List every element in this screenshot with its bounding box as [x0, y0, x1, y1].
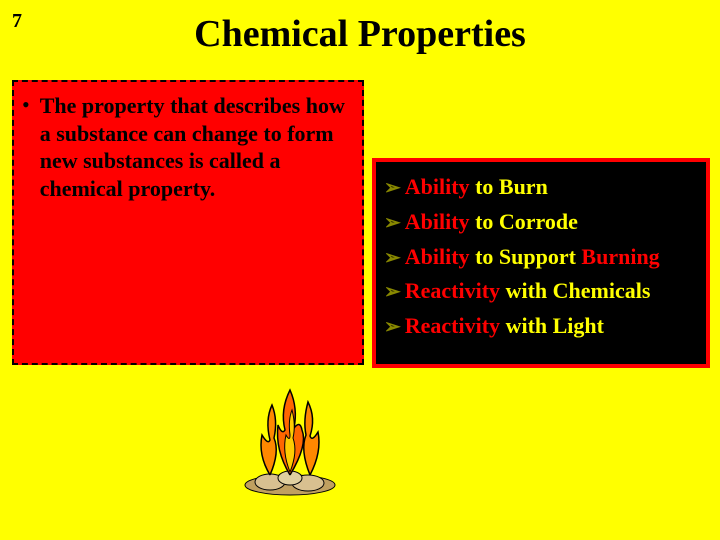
ability-text: Reactivity with Chemicals: [405, 276, 651, 307]
ability-text: Reactivity with Light: [405, 311, 604, 342]
ability-text: Ability to Corrode: [405, 207, 578, 238]
abilities-list: ➢Ability to Burn➢Ability to Corrode➢Abil…: [384, 172, 698, 342]
bullet-dot: •: [22, 92, 30, 118]
arrow-icon: ➢: [384, 209, 401, 237]
definition-bullet: • The property that describes how a subs…: [22, 92, 352, 202]
ability-item: ➢Ability to Corrode: [384, 207, 698, 238]
arrow-icon: ➢: [384, 313, 401, 341]
ability-item: ➢Reactivity with Chemicals: [384, 276, 698, 307]
definition-text: The property that describes how a substa…: [40, 92, 352, 202]
ability-item: ➢Reactivity with Light: [384, 311, 698, 342]
abilities-box: ➢Ability to Burn➢Ability to Corrode➢Abil…: [372, 158, 710, 368]
ability-text: Ability to Burn: [405, 172, 548, 203]
page-title: Chemical Properties: [0, 12, 720, 56]
definition-box: • The property that describes how a subs…: [12, 80, 364, 365]
arrow-icon: ➢: [384, 278, 401, 306]
ability-item: ➢Ability to Burn: [384, 172, 698, 203]
arrow-icon: ➢: [384, 174, 401, 202]
ability-text: Ability to Support Burning: [405, 242, 660, 273]
fire-illustration: [220, 380, 360, 500]
ability-item: ➢Ability to Support Burning: [384, 242, 698, 273]
arrow-icon: ➢: [384, 244, 401, 272]
